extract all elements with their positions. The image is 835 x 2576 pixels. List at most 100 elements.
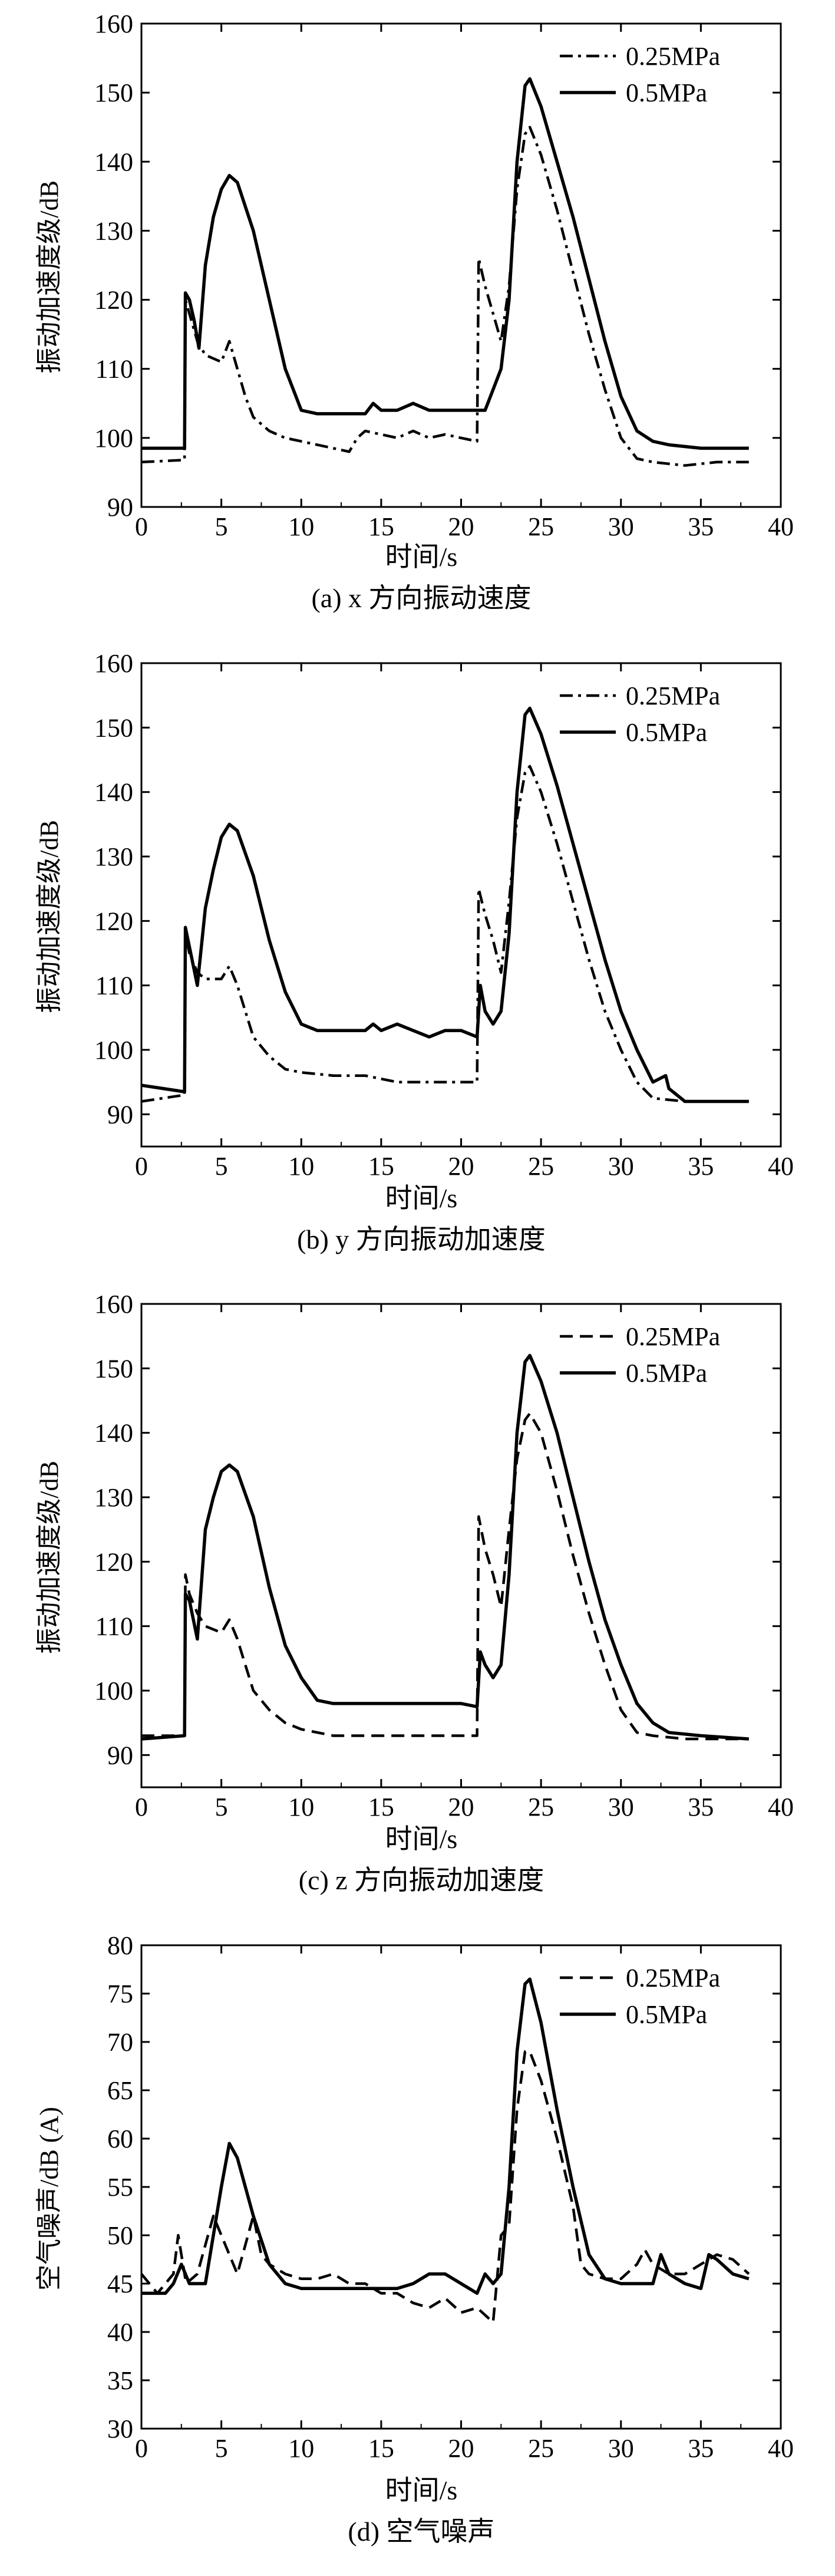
chart-c-ytick-label: 160 [94, 1290, 133, 1319]
chart-c-ytick-label: 130 [94, 1483, 133, 1512]
chart-b-legend-label: 0.5MPa [626, 718, 707, 747]
panel-d: (d) 空气噪声 时间/s 空气噪声/dB (A) 0 5 10 15 20 25 30 35… [35, 1931, 794, 2547]
chart-d-ytick-label: 50 [107, 2221, 133, 2250]
chart-d-xtick-label: 40 [768, 2434, 794, 2463]
chart-c-legend-label: 0.5MPa [626, 1359, 707, 1388]
chart-a-xtick-label: 5 [215, 512, 228, 541]
chart-d-xtick-label: 30 [608, 2434, 634, 2463]
panel-c-ylabel: 振动加速度级/dB [35, 1461, 64, 1654]
chart-b-xtick-label: 15 [368, 1152, 394, 1181]
chart-d-xtick-label: 5 [215, 2434, 228, 2463]
chart-d-series-0_25mpa [141, 2050, 750, 2324]
chart-b-xtick-label: 40 [768, 1152, 794, 1181]
chart-b-legend-label: 0.25MPa [626, 681, 720, 710]
chart-d-ytick-label: 55 [107, 2173, 133, 2202]
chart-b-xtick-label: 25 [528, 1152, 554, 1181]
chart-a-ytick-label: 90 [107, 493, 133, 522]
chart-a-ytick-label: 150 [94, 78, 133, 107]
chart-a-xtick-label: 40 [768, 512, 794, 541]
chart-d-ytick-label: 70 [107, 2028, 133, 2057]
chart-b-ytick-label: 140 [94, 778, 133, 807]
chart-a-xtick-label: 20 [448, 512, 474, 541]
chart-a-ytick-label: 160 [94, 9, 133, 38]
chart-b-xtick-label: 30 [608, 1152, 634, 1181]
chart-b-ytick-label: 120 [94, 907, 133, 935]
chart-b-series-0_25mpa [141, 765, 749, 1103]
chart-d-xtick-label: 0 [135, 2434, 148, 2463]
chart-c-legend-label: 0.25MPa [626, 1322, 720, 1351]
chart-b-ytick-label: 110 [95, 971, 133, 1000]
chart-c-ytick-label: 90 [107, 1741, 133, 1770]
panel-a-ylabel: 振动加速度级/dB [35, 180, 64, 374]
panel-c: (c) z 方向振动加速度 时间/s 振动加速度级/dB 0 5 10 15 20 25 3… [35, 1290, 794, 1895]
chart-d-ytick-label: 45 [107, 2269, 133, 2298]
chart-c-xtick-label: 20 [448, 1793, 474, 1821]
chart-c-xtick-label: 10 [288, 1793, 314, 1821]
chart-c-xtick-label: 5 [215, 1793, 228, 1821]
chart-c-xtick-label: 40 [768, 1793, 794, 1821]
chart-a-ytick-label: 130 [94, 216, 133, 245]
chart-d-ytick-label: 75 [107, 1979, 133, 2008]
chart-a-xtick-label: 30 [608, 512, 634, 541]
chart-a-xtick-label: 10 [288, 512, 314, 541]
panel-d-ylabel: 空气噪声/dB (A) [35, 2107, 64, 2291]
chart-a-ytick-label: 140 [94, 147, 133, 176]
chart-c-xtick-label: 0 [135, 1793, 148, 1821]
chart-a-xtick-label: 0 [135, 512, 148, 541]
chart-a-ytick-label: 120 [94, 286, 133, 315]
chart-b-ytick-label: 150 [94, 713, 133, 742]
panel-b-ylabel: 振动加速度级/dB [35, 820, 64, 1013]
chart-a-ytick-label: 100 [94, 424, 133, 453]
chart-b-xtick-label: 10 [288, 1152, 314, 1181]
panel-b-caption: (b) y 方向振动加速度 [297, 1224, 546, 1254]
chart-b-xtick-label: 20 [448, 1152, 474, 1181]
chart-b-ytick-label: 130 [94, 842, 133, 871]
chart-c-series-0_25mpa [141, 1412, 749, 1741]
chart-d-ytick-label: 60 [107, 2124, 133, 2153]
chart-d-xtick-label: 25 [528, 2434, 554, 2463]
chart-d-xtick-label: 10 [288, 2434, 314, 2463]
chart-b-xtick-label: 5 [215, 1152, 228, 1181]
chart-a-xtick-label: 25 [528, 512, 554, 541]
chart-a-legend-label: 0.5MPa [626, 78, 707, 107]
panel-b-xlabel: 时间/s [385, 1183, 458, 1213]
chart-a-xtick-label: 35 [688, 512, 714, 541]
chart-b-series-0_5mpa [141, 706, 749, 1103]
chart-d-ytick-label: 30 [107, 2414, 133, 2443]
chart-d-series-0_5mpa [141, 1977, 750, 2295]
chart-b-ytick-label: 90 [107, 1100, 133, 1129]
chart-d-ytick-label: 80 [107, 1931, 133, 1960]
chart-d-xtick-label: 35 [688, 2434, 714, 2463]
chart-d-xtick-label: 15 [368, 2434, 394, 2463]
chart-c-ytick-label: 150 [94, 1354, 133, 1383]
panel-a: (a) x 方向振动速度 时间/s 振动加速度级/dB 0 5 10 15 20 25 30… [35, 9, 794, 613]
chart-d-ytick-label: 35 [107, 2366, 133, 2395]
panel-a-xlabel: 时间/s [385, 542, 458, 572]
panel-d-xlabel: 时间/s [385, 2475, 458, 2505]
panel-c-caption: (c) z 方向振动加速度 [299, 1865, 544, 1895]
panel-a-caption: (a) x 方向振动速度 [311, 583, 531, 613]
chart-b-xtick-label: 35 [688, 1152, 714, 1181]
chart-a-series-0_5mpa [141, 77, 749, 450]
chart-c-ytick-label: 140 [94, 1419, 133, 1448]
chart-d-legend-label: 0.25MPa [626, 1964, 720, 1992]
chart-c-xtick-label: 25 [528, 1793, 554, 1821]
chart-c-ytick-label: 100 [94, 1676, 133, 1705]
chart-d-ytick-label: 65 [107, 2076, 133, 2105]
chart-c-xtick-label: 35 [688, 1793, 714, 1821]
chart-d-xtick-label: 20 [448, 2434, 474, 2463]
panel-b: (b) y 方向振动加速度 时间/s 振动加速度级/dB 0 5 10 15 20 25 3… [35, 649, 794, 1254]
chart-c-ytick-label: 110 [95, 1612, 133, 1641]
panel-d-caption: (d) 空气噪声 [348, 2516, 494, 2547]
chart-a-legend-label: 0.25MPa [626, 42, 720, 71]
chart-b-ytick-label: 100 [94, 1036, 133, 1065]
chart-d-ytick-label: 40 [107, 2318, 133, 2347]
chart-d-legend-label: 0.5MPa [626, 2000, 707, 2029]
chart-b-ytick-label: 160 [94, 649, 133, 678]
chart-a-xtick-label: 15 [368, 512, 394, 541]
chart-a-ytick-label: 110 [95, 355, 133, 384]
chart-c-xtick-label: 30 [608, 1793, 634, 1821]
chart-a-series-0_25mpa [141, 126, 749, 467]
chart-b-xtick-label: 0 [135, 1152, 148, 1181]
